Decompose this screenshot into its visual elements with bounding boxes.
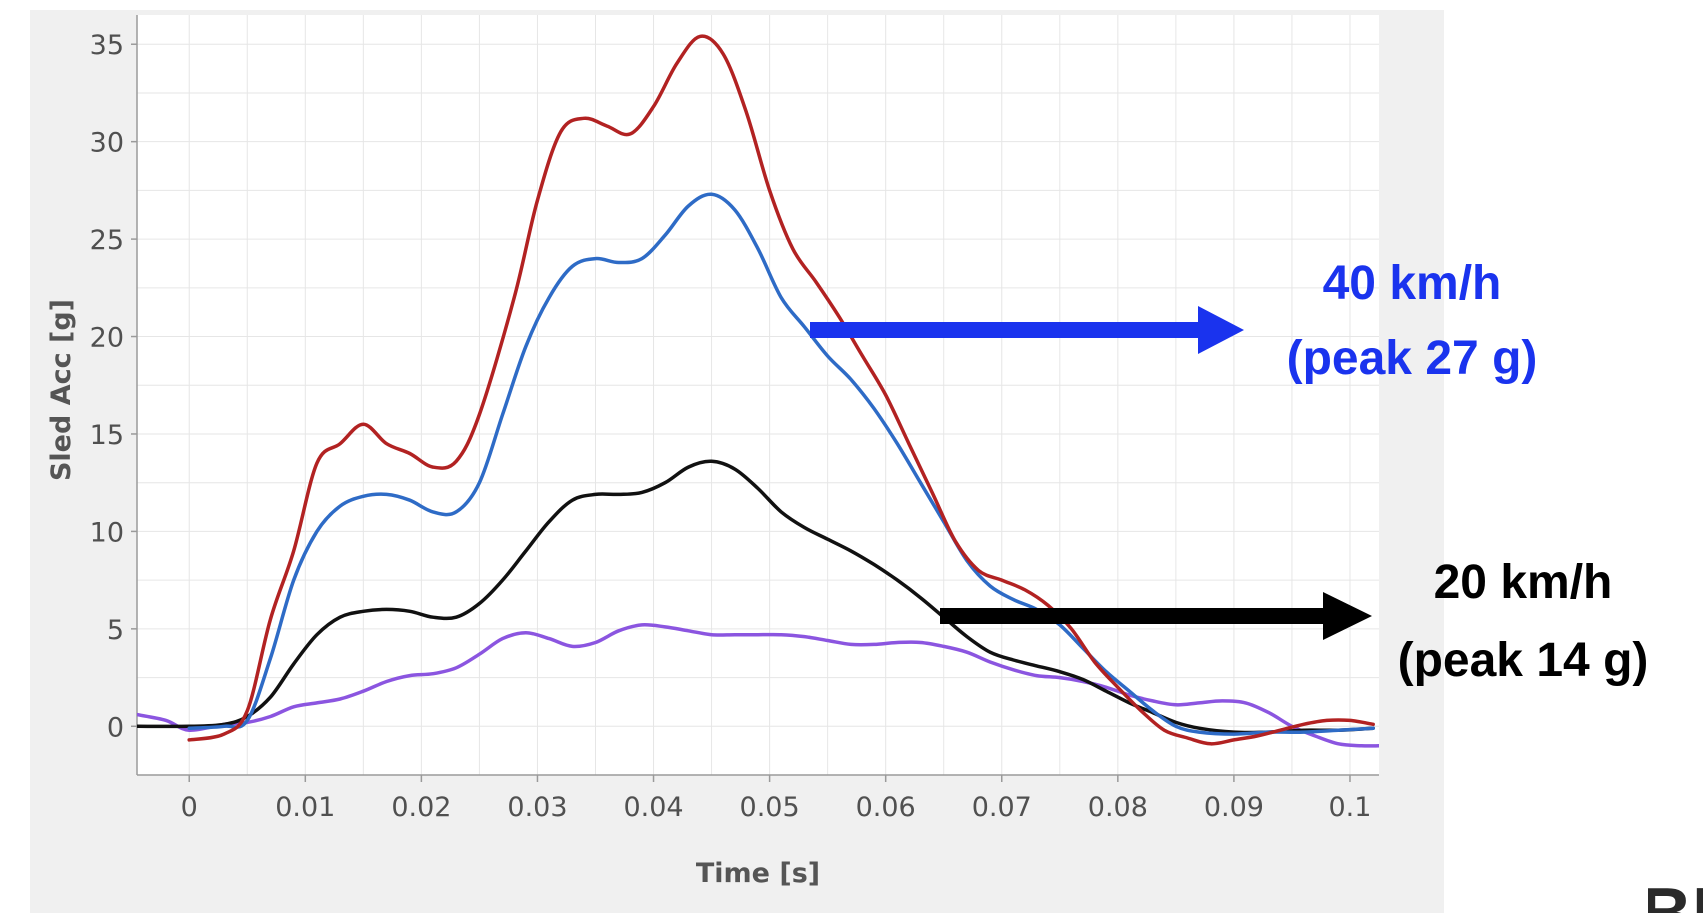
annotation-40kmh-line1: 40 km/h [1323, 257, 1502, 310]
series-line-0 [187, 34, 1375, 746]
arrow-20kmh-head [1323, 592, 1372, 640]
y-tick-label: 30 [90, 128, 124, 159]
chart-panel: 0 0.01 0.02 0.03 0.04 0.05 0.06 0.07 0.08 0.09 0.1… [30, 10, 1444, 913]
arrow-40kmh-head [1198, 306, 1244, 354]
x-tick-label: 0.1 [1329, 792, 1372, 823]
logo-fragment: BIOS [1648, 880, 1703, 913]
series-line-1 [187, 192, 1375, 736]
x-tick-label: 0.04 [623, 792, 683, 823]
x-axis-title: Time [s] [696, 858, 820, 889]
series-line-3 [137, 623, 1379, 748]
y-tick-label: 10 [90, 517, 124, 548]
chart-svg: 0 0.01 0.02 0.03 0.04 0.05 0.06 0.07 0.08 0.09 0.1… [46, 15, 1379, 889]
y-tick-label: 25 [90, 225, 124, 256]
y-tick-label: 35 [90, 30, 124, 61]
y-tick-label: 15 [90, 420, 124, 451]
arrow-40kmh-shaft [810, 322, 1200, 338]
y-tick-label: 20 [90, 323, 124, 354]
x-tick-label: 0 [181, 792, 198, 823]
x-tick-label: 0.07 [972, 792, 1032, 823]
annotation-40kmh-line2: (peak 27 g) [1287, 332, 1538, 385]
x-tick-label: 0.03 [507, 792, 567, 823]
x-tick-label: 0.09 [1204, 792, 1264, 823]
x-tick-labels: 0 0.01 0.02 0.03 0.04 0.05 0.06 0.07 0.08 0.09 0.1 [181, 775, 1372, 823]
series-lines [137, 34, 1379, 748]
x-tick-label: 0.06 [856, 792, 916, 823]
y-tick-labels: 0 5 10 15 20 25 30 35 [90, 30, 137, 743]
arrow-20kmh-shaft [940, 608, 1325, 624]
y-axis-title: Sled Acc [g] [46, 299, 77, 481]
annotation-20kmh-line2: (peak 14 g) [1398, 634, 1649, 687]
series-line-2 [137, 459, 1375, 735]
x-tick-label: 0.01 [275, 792, 335, 823]
x-tick-label: 0.05 [740, 792, 800, 823]
y-tick-label: 0 [107, 712, 124, 743]
annotation-20kmh-line1: 20 km/h [1434, 556, 1613, 609]
grid [137, 15, 1379, 775]
y-tick-label: 5 [107, 615, 124, 646]
logo-text: BIOS [1648, 880, 1703, 913]
x-tick-label: 0.08 [1088, 792, 1148, 823]
x-tick-label: 0.02 [391, 792, 451, 823]
